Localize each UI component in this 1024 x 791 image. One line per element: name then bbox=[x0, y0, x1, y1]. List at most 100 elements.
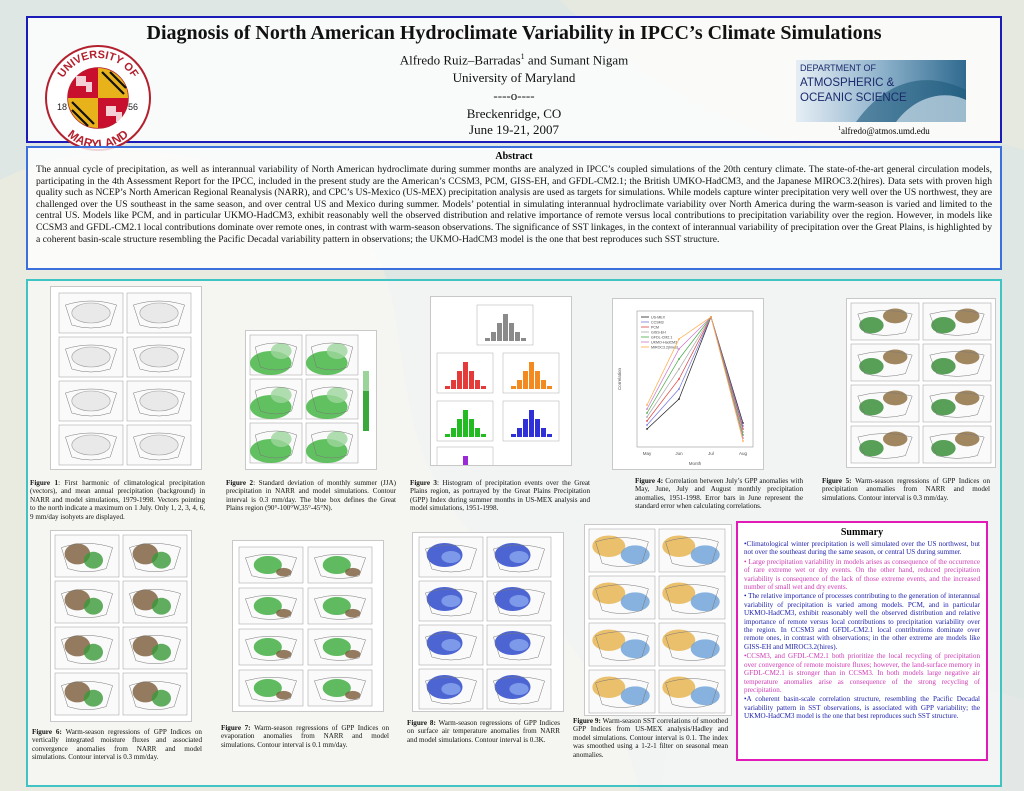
map-panel bbox=[54, 534, 120, 578]
summary-heading: Summary bbox=[840, 527, 884, 538]
series-line bbox=[646, 316, 744, 439]
series-point bbox=[646, 428, 648, 430]
histogram-bar bbox=[463, 410, 468, 437]
summary-item: •CCSM3, and GFDL-CM2.1 both prioritize t… bbox=[744, 652, 980, 694]
series-point bbox=[678, 368, 680, 370]
map-panel bbox=[54, 626, 120, 670]
x-tick-label: Jun bbox=[675, 451, 683, 456]
histogram-bar bbox=[481, 386, 486, 389]
histogram-bar bbox=[469, 371, 474, 389]
histogram-bar bbox=[523, 371, 528, 389]
map-panel bbox=[850, 302, 920, 341]
map-panel bbox=[588, 622, 656, 667]
map-panel bbox=[658, 669, 726, 714]
map-panel bbox=[122, 626, 188, 670]
seal-year-left: 18 bbox=[57, 102, 67, 112]
plot-frame bbox=[636, 310, 754, 448]
affiliation: University of Maryland bbox=[452, 70, 576, 85]
map-panel bbox=[658, 575, 726, 620]
legend-label: GFDL-CM2.1 bbox=[651, 336, 672, 340]
histogram-bar bbox=[535, 371, 540, 389]
figure-9-caption: Figure 9: Warm-season SST correlations o… bbox=[573, 717, 728, 759]
map-panel bbox=[126, 292, 192, 334]
histogram-bar bbox=[445, 434, 450, 437]
map-panel bbox=[58, 336, 124, 378]
summary-item: • The relative importance of processes c… bbox=[744, 592, 980, 651]
aos-line1: DEPARTMENT OF bbox=[800, 63, 877, 73]
x-axis-label: Month bbox=[689, 461, 702, 466]
histogram-bar bbox=[497, 323, 502, 341]
map-panel bbox=[58, 292, 124, 334]
series-point bbox=[646, 408, 648, 410]
figure-4-image: May Jun Jul Aug Month Correlation US-MEXCCSM3P… bbox=[612, 298, 764, 470]
map-panel bbox=[922, 425, 992, 464]
series-point bbox=[646, 416, 648, 418]
figure-1-caption: Figure 1: First harmonic of climatologic… bbox=[30, 479, 205, 521]
series-line bbox=[646, 316, 744, 436]
series-point bbox=[678, 388, 680, 390]
histogram-bar bbox=[463, 456, 468, 465]
map-panel bbox=[122, 580, 188, 624]
figure-5-caption: Figure 5: Warm-season regressions of GPP… bbox=[822, 477, 990, 502]
histogram-bar bbox=[469, 465, 474, 466]
histogram-bar bbox=[509, 323, 514, 341]
map-panel bbox=[418, 668, 484, 710]
poster-title: Diagnosis of North American Hydroclimate… bbox=[146, 22, 882, 44]
map-panel bbox=[658, 528, 726, 573]
seal-year-right: 56 bbox=[128, 102, 138, 112]
summary-panel: Summary •Climatological winter precipita… bbox=[736, 521, 988, 761]
series-point bbox=[678, 348, 680, 350]
histogram-bar bbox=[547, 386, 552, 389]
dates: June 19-21, 2007 bbox=[469, 122, 559, 137]
map-panel bbox=[307, 587, 373, 625]
summary-item: •Climatological winter precipitation is … bbox=[744, 540, 980, 557]
series-point bbox=[646, 420, 648, 422]
map-panel bbox=[58, 380, 124, 422]
map-panel bbox=[305, 422, 359, 464]
histogram-bar bbox=[517, 380, 522, 389]
figure-6-image bbox=[50, 530, 192, 722]
map-panel bbox=[486, 624, 552, 666]
series-line bbox=[646, 315, 744, 427]
map-panel bbox=[307, 669, 373, 707]
map-panel bbox=[486, 580, 552, 622]
histogram-bar bbox=[515, 332, 520, 341]
series-point bbox=[646, 424, 648, 426]
aos-department-logo: DEPARTMENT OF ATMOSPHERIC & OCEANIC SCIE… bbox=[796, 60, 966, 122]
histogram-bar bbox=[523, 419, 528, 437]
map-panel bbox=[238, 669, 304, 707]
map-panel bbox=[418, 624, 484, 666]
figure-2-image bbox=[245, 330, 377, 470]
histogram-bar bbox=[445, 386, 450, 389]
histogram-panel bbox=[436, 400, 494, 442]
legend-label: CCSM3 bbox=[651, 321, 664, 325]
histogram-bar bbox=[511, 434, 516, 437]
summary-item: •A coherent basin-scale correlation stru… bbox=[744, 695, 980, 721]
figure-6-caption: Figure 6: Warm-season regressions of GPP… bbox=[32, 728, 202, 762]
summary-list: •Climatological winter precipitation is … bbox=[744, 540, 980, 721]
abstract-heading: Abstract bbox=[495, 151, 533, 162]
map-panel bbox=[850, 425, 920, 464]
histogram-panel bbox=[436, 446, 494, 466]
figure-5-image bbox=[846, 298, 996, 468]
aos-line3: OCEANIC SCIENCE bbox=[800, 92, 907, 104]
figure-7-caption: Figure 7: Warm-season regressions of GPP… bbox=[221, 724, 389, 749]
x-tick-label: Aug bbox=[739, 451, 748, 456]
figure-1-image bbox=[50, 286, 202, 470]
histogram-bar bbox=[529, 410, 534, 437]
histogram-panel bbox=[476, 304, 534, 346]
map-panel bbox=[305, 378, 359, 420]
histogram-bar bbox=[481, 434, 486, 437]
histogram-bar bbox=[491, 332, 496, 341]
legend-label: GISS-EH bbox=[651, 331, 666, 335]
figure-8-caption: Figure 8: Warm-season regressions of GPP… bbox=[407, 719, 560, 744]
header-panel: Diagnosis of North American Hydroclimate… bbox=[26, 16, 1002, 151]
map-panel bbox=[126, 336, 192, 378]
histogram-panel bbox=[502, 352, 560, 394]
figure-4-caption: Figure 4: Correlation between July’s GPP… bbox=[635, 477, 803, 511]
series-point bbox=[646, 412, 648, 414]
x-tick-label: May bbox=[643, 451, 652, 456]
histogram-bar bbox=[541, 428, 546, 437]
figure-9-image bbox=[584, 524, 732, 716]
histogram-bar bbox=[529, 362, 534, 389]
